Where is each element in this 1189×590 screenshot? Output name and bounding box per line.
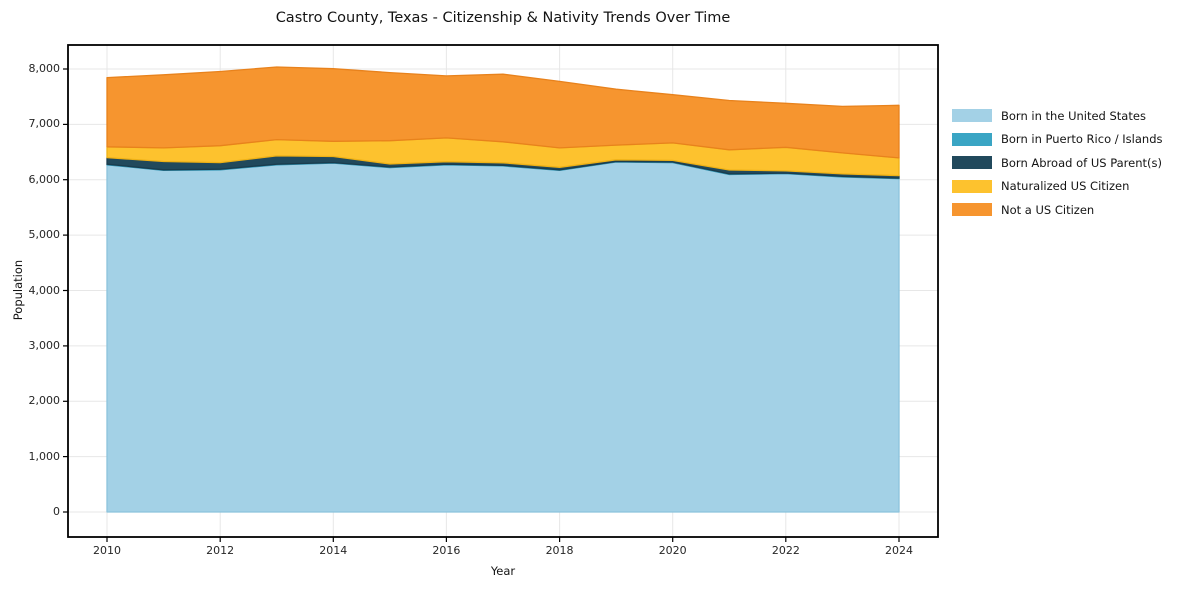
- plot-area: [63, 44, 939, 542]
- x-tick-label: 2018: [545, 544, 574, 557]
- legend-swatch: [952, 132, 992, 146]
- y-tick-label: 8,000: [28, 61, 61, 75]
- chart-title: Castro County, Texas - Citizenship & Nat…: [275, 10, 731, 26]
- legend-label: Not a US Citizen: [1001, 202, 1095, 217]
- legend-swatch: [952, 156, 992, 170]
- x-tick-label: 2014: [319, 544, 348, 557]
- legend-swatch: [952, 203, 992, 217]
- area-born-in-the-united-states: [106, 161, 900, 513]
- stacked-area-chart: [63, 44, 939, 542]
- x-tick-label: 2024: [884, 544, 913, 557]
- legend-item-born-in-puerto-rico-islands: Born in Puerto Rico / Islands: [952, 128, 1163, 152]
- legend-item-born-in-the-united-states: Born in the United States: [952, 104, 1163, 128]
- legend: Born in the United States Born in Puerto …: [952, 104, 1163, 222]
- plot-border: [67, 44, 939, 538]
- x-tick-label: 2020: [658, 544, 687, 557]
- y-tick-label: 2,000: [28, 394, 61, 408]
- legend-swatch: [952, 179, 992, 193]
- legend-label: Born Abroad of US Parent(s): [1001, 155, 1162, 170]
- y-tick-label: 6,000: [28, 172, 61, 186]
- x-axis-title: Year: [490, 564, 516, 578]
- x-tick-label: 2012: [206, 544, 235, 557]
- y-tick-label: 7,000: [28, 117, 61, 131]
- x-tick-label: 2016: [432, 544, 461, 557]
- y-tick-label: 0: [53, 505, 60, 519]
- legend-label: Born in the United States: [1001, 108, 1146, 123]
- area-not-a-us-citizen: [106, 66, 900, 159]
- legend-item-naturalized-us-citizen: Naturalized US Citizen: [952, 175, 1163, 199]
- legend-item-not-a-us-citizen: Not a US Citizen: [952, 198, 1163, 222]
- y-tick-label: 1,000: [28, 449, 61, 463]
- y-tick-label: 5,000: [28, 228, 61, 242]
- legend-swatch: [952, 109, 992, 123]
- x-tick-label: 2022: [771, 544, 800, 557]
- y-tick-label: 3,000: [28, 338, 61, 352]
- legend-label: Naturalized US Citizen: [1001, 179, 1130, 194]
- legend-item-born-abroad-of-us-parent-s: Born Abroad of US Parent(s): [952, 151, 1163, 175]
- x-tick-label: 2010: [93, 544, 122, 557]
- legend-label: Born in Puerto Rico / Islands: [1001, 132, 1163, 147]
- y-tick-label: 4,000: [28, 283, 61, 297]
